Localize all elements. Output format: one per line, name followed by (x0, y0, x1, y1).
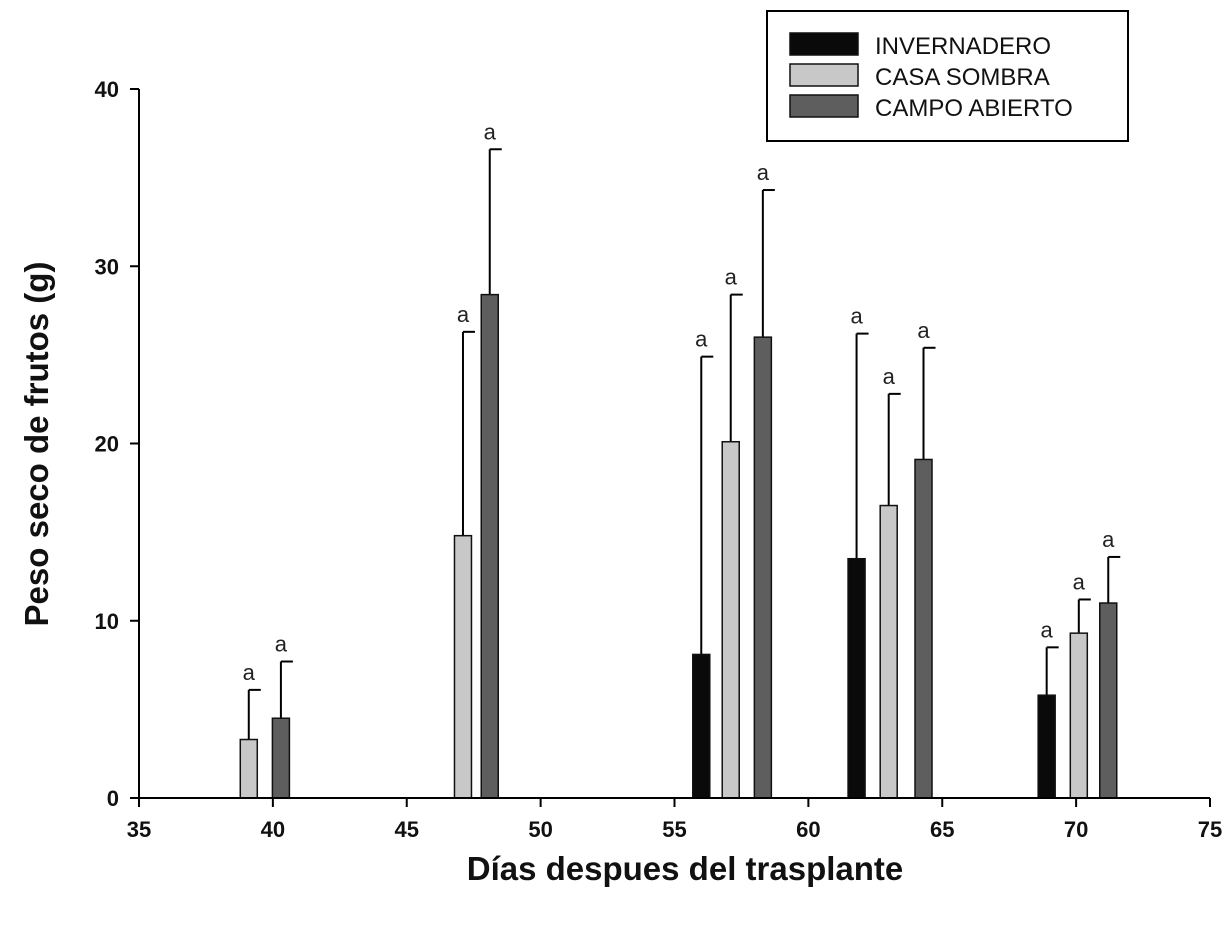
significance-label-0-2: a (1041, 617, 1054, 642)
legend-swatch-1 (789, 63, 859, 87)
legend-label-1: CASA SOMBRA (875, 64, 1050, 91)
y-tick-label-2: 20 (95, 432, 119, 457)
x-tick-label-4: 55 (662, 817, 686, 842)
x-tick-label-5: 60 (796, 817, 820, 842)
bar-2-1 (480, 293, 500, 799)
legend: INVERNADERO CASA SOMBRA CAMPO ABIERTO (766, 10, 1129, 142)
y-tick-label-3: 30 (95, 254, 119, 279)
bar-0-0 (692, 653, 711, 799)
x-tick-label-7: 70 (1064, 817, 1088, 842)
bar-1-0 (239, 738, 259, 799)
y-axis-title: Peso seco de frutos (g) (18, 262, 55, 627)
significance-label-2-4: a (1102, 527, 1115, 552)
significance-label-1-2: a (725, 265, 738, 290)
significance-label-1-4: a (1073, 569, 1086, 594)
x-tick-label-0: 35 (127, 817, 151, 842)
bar-2-2 (753, 336, 773, 799)
x-tick-label-1: 40 (261, 817, 285, 842)
bar-1-4 (1069, 632, 1089, 799)
x-axis-title: Días despues del trasplante (467, 850, 904, 887)
y-tick-label-4: 40 (95, 77, 119, 102)
y-tick-label-0: 0 (107, 786, 119, 811)
bar-2-4 (1099, 602, 1118, 799)
significance-label-2-0: a (275, 632, 288, 657)
bar-1-2 (721, 440, 740, 799)
legend-label-0: INVERNADERO (875, 33, 1051, 60)
legend-swatch-2 (789, 94, 859, 118)
x-tick-label-8: 75 (1198, 817, 1222, 842)
legend-swatch-0 (789, 32, 859, 56)
chart-axes: 35 40 45 50 55 60 65 70 75 0 10 20 30 40 (95, 77, 1223, 842)
significance-label-2-2: a (757, 160, 770, 185)
x-tick-label-2: 45 (395, 817, 419, 842)
x-tick-label-3: 50 (528, 817, 552, 842)
significance-label-1-1: a (457, 302, 470, 327)
bar-0-1 (847, 557, 866, 799)
bar-1-1 (453, 534, 473, 799)
legend-label-2: CAMPO ABIERTO (875, 95, 1073, 122)
bar-2-0 (271, 717, 291, 799)
significance-label-1-3: a (883, 364, 896, 389)
x-tick-label-6: 65 (930, 817, 954, 842)
significance-label-1-0: a (243, 660, 256, 685)
y-tick-label-1: 10 (95, 609, 119, 634)
significance-label-2-1: a (484, 119, 497, 144)
bar-1-3 (879, 504, 898, 799)
significance-label-0-1: a (850, 304, 863, 329)
significance-label-0-0: a (695, 327, 708, 352)
bar-0-2 (1037, 694, 1056, 799)
significance-label-2-3: a (917, 318, 930, 343)
bar-2-3 (914, 458, 933, 799)
